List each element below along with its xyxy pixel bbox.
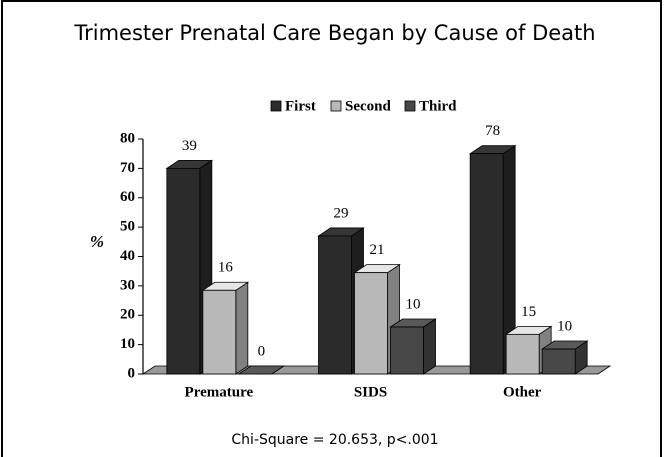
legend-label: Second xyxy=(345,98,392,114)
bar-top xyxy=(237,365,286,375)
footnote: Chi-Square = 20.653, p<.001 xyxy=(231,432,438,448)
legend-swatch xyxy=(270,100,282,112)
y-tick-label: 40 xyxy=(120,248,135,264)
data-label: 29 xyxy=(334,205,349,221)
y-tick-label: 30 xyxy=(120,277,135,293)
bar xyxy=(505,333,540,375)
legend-swatch xyxy=(330,100,342,112)
legend-swatch xyxy=(404,100,416,112)
x-tick-label: Other xyxy=(503,384,542,400)
legend-label: Third xyxy=(419,98,457,114)
y-tick-label: 80 xyxy=(120,130,135,146)
y-tick-label: 60 xyxy=(120,189,135,205)
data-label: 0 xyxy=(258,343,266,359)
bar xyxy=(202,289,237,375)
x-tick-label: Premature xyxy=(185,384,254,400)
bar xyxy=(166,167,201,375)
bar xyxy=(354,272,388,375)
y-tick-label: 10 xyxy=(120,336,135,352)
bar-side xyxy=(423,318,436,375)
data-label: 10 xyxy=(406,296,421,312)
bar xyxy=(541,348,576,375)
y-tick-label: 20 xyxy=(120,307,135,323)
bar xyxy=(469,153,504,375)
data-label: 78 xyxy=(485,123,500,139)
chart-title: Trimester Prenatal Care Began by Cause o… xyxy=(73,21,595,45)
data-label: 39 xyxy=(182,138,197,154)
legend-label: First xyxy=(285,98,316,114)
y-tick-label: 70 xyxy=(120,160,135,176)
y-tick-label: 0 xyxy=(128,365,136,381)
data-label: 15 xyxy=(521,304,536,320)
bar xyxy=(390,326,424,375)
y-tick-label: 50 xyxy=(120,219,135,235)
data-label: 16 xyxy=(218,260,234,276)
data-label: 21 xyxy=(370,242,385,258)
x-tick-label: SIDS xyxy=(354,384,387,400)
bar xyxy=(318,235,352,375)
y-axis-label: % xyxy=(90,232,104,251)
data-label: 10 xyxy=(557,318,572,334)
bar-side xyxy=(235,281,249,375)
